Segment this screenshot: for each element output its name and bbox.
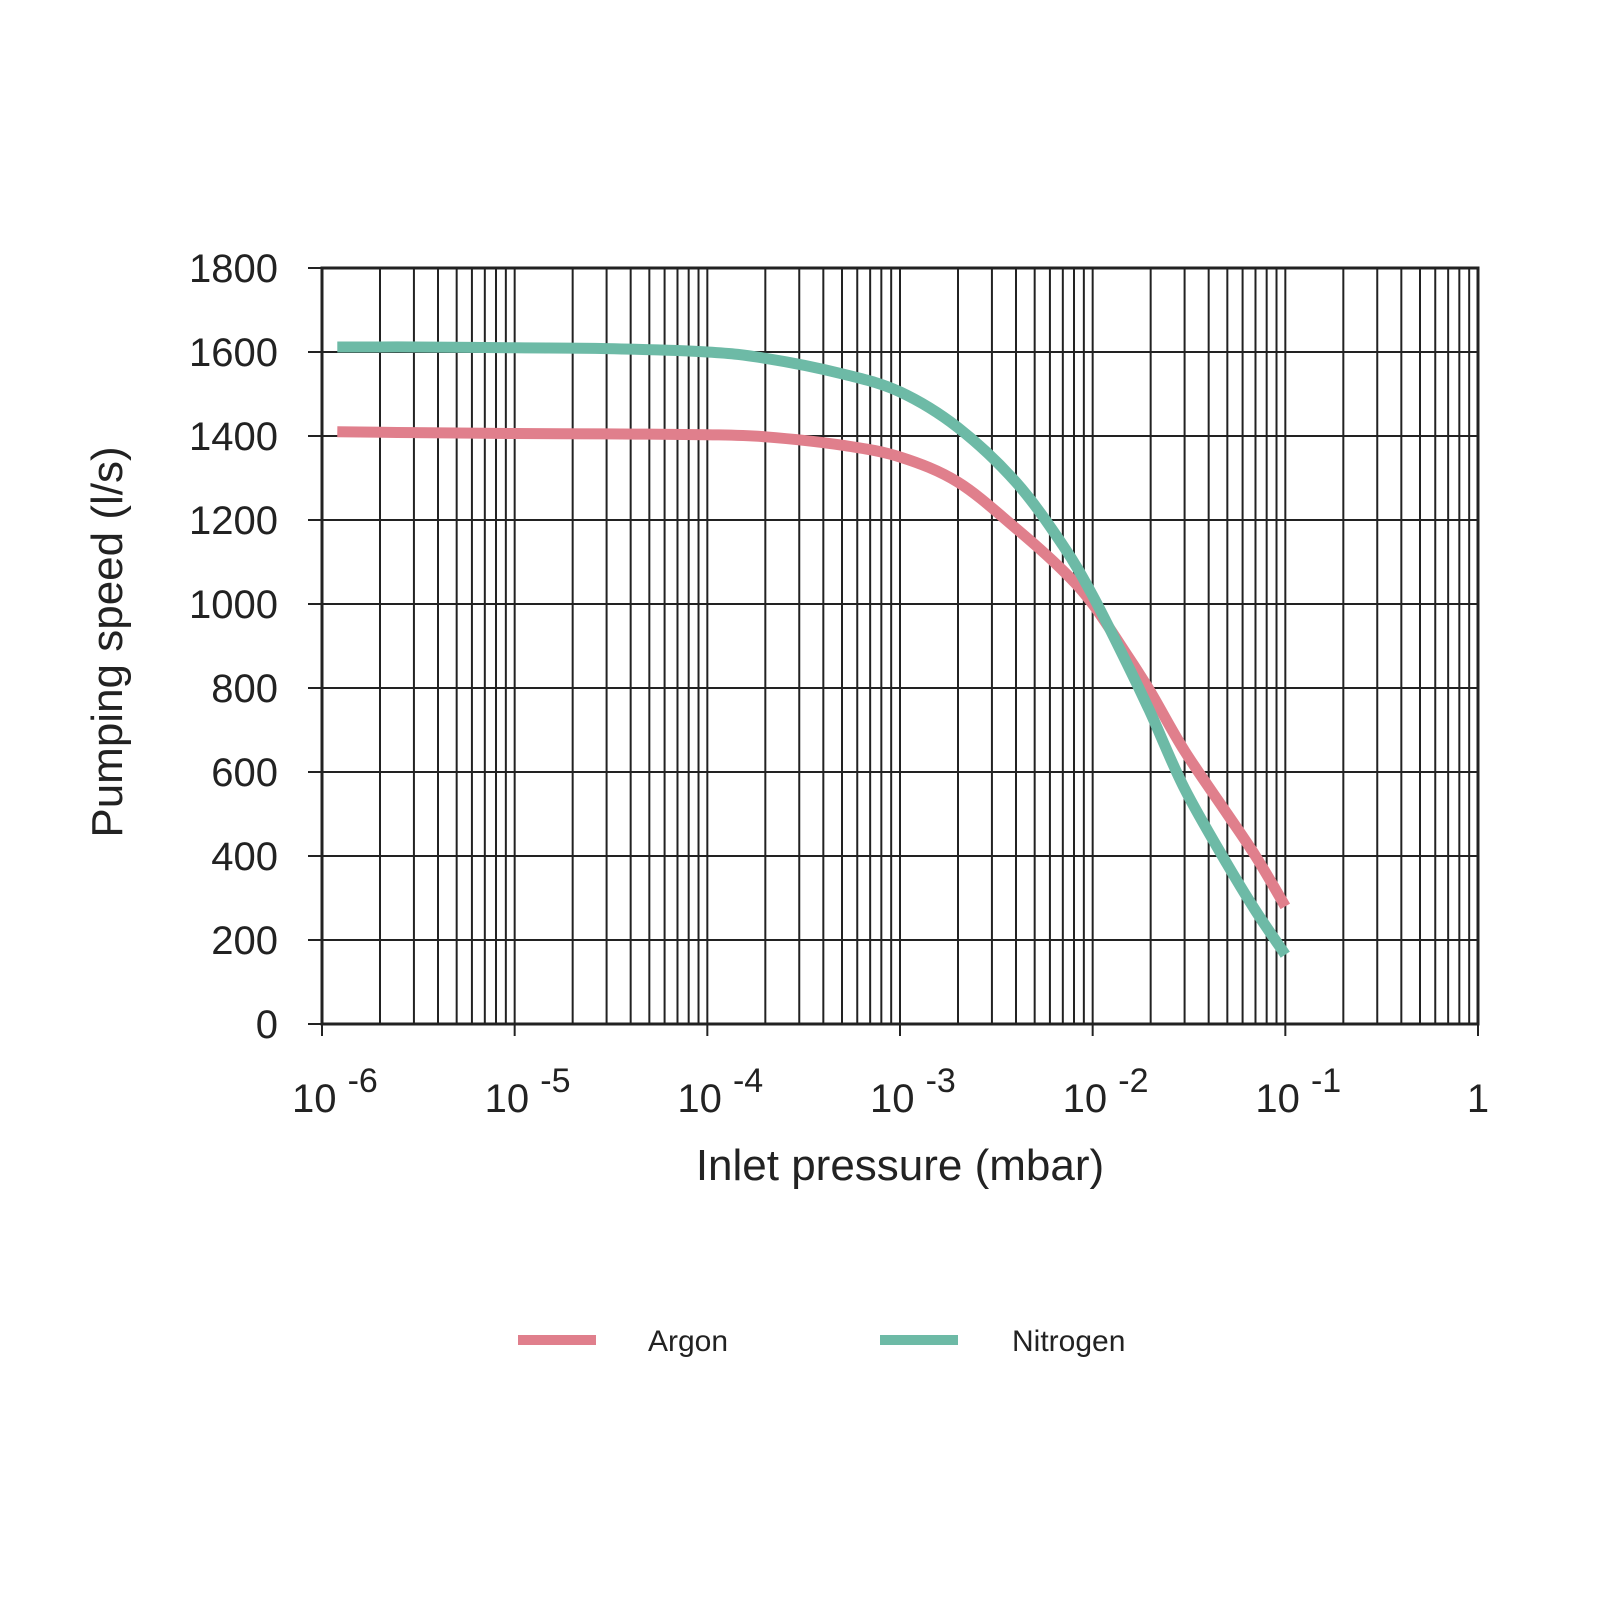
grid [321,267,1478,1025]
x-tick-exponent: -5 [540,1062,570,1100]
y-tick-label: 0 [256,1003,278,1047]
x-tick-label: 1 [1467,1077,1489,1121]
series-line-nitrogen [337,341,1290,958]
x-tick-exponent: -2 [1118,1062,1148,1100]
x-tick-label: 10 -5 [485,1062,571,1121]
series-lines [337,341,1291,958]
y-tick-label: 600 [211,751,278,795]
x-axis-title: Inlet pressure (mbar) [696,1141,1104,1190]
x-tick-label: 10 -2 [1063,1062,1149,1121]
x-tick-label: 10 -3 [870,1062,956,1121]
y-tick-label: 1600 [189,331,278,375]
y-tick-label: 200 [211,919,278,963]
x-tick-label: 10 -4 [677,1062,763,1121]
legend: Argon Nitrogen [518,1325,1125,1358]
x-tick-exponent: -4 [733,1062,763,1100]
legend-label-nitrogen: Nitrogen [1012,1325,1125,1358]
y-tick-label: 1400 [189,415,278,459]
x-tick-label: 10 -1 [1255,1062,1341,1121]
y-tick-label: 400 [211,835,278,879]
legend-label-argon: Argon [648,1325,728,1358]
y-axis-title: Pumping speed (l/s) [83,446,132,837]
x-axis-ticks: 10 -6 10 -5 10 -4 10 -3 10 -2 10 -1 1 [292,1024,1489,1121]
y-tick-label: 1800 [189,247,278,291]
x-tick-exponent: -1 [1311,1062,1341,1100]
y-axis-ticks: 0 200 400 600 800 1000 1200 1400 1600 1800 [189,247,322,1047]
y-tick-label: 800 [211,667,278,711]
x-tick-exponent: -6 [348,1062,378,1100]
x-tick-label: 10 -6 [292,1062,378,1121]
y-tick-label: 1000 [189,583,278,627]
x-tick-exponent: -3 [926,1062,956,1100]
y-tick-label: 1200 [189,499,278,543]
series-line-argon [337,426,1291,910]
